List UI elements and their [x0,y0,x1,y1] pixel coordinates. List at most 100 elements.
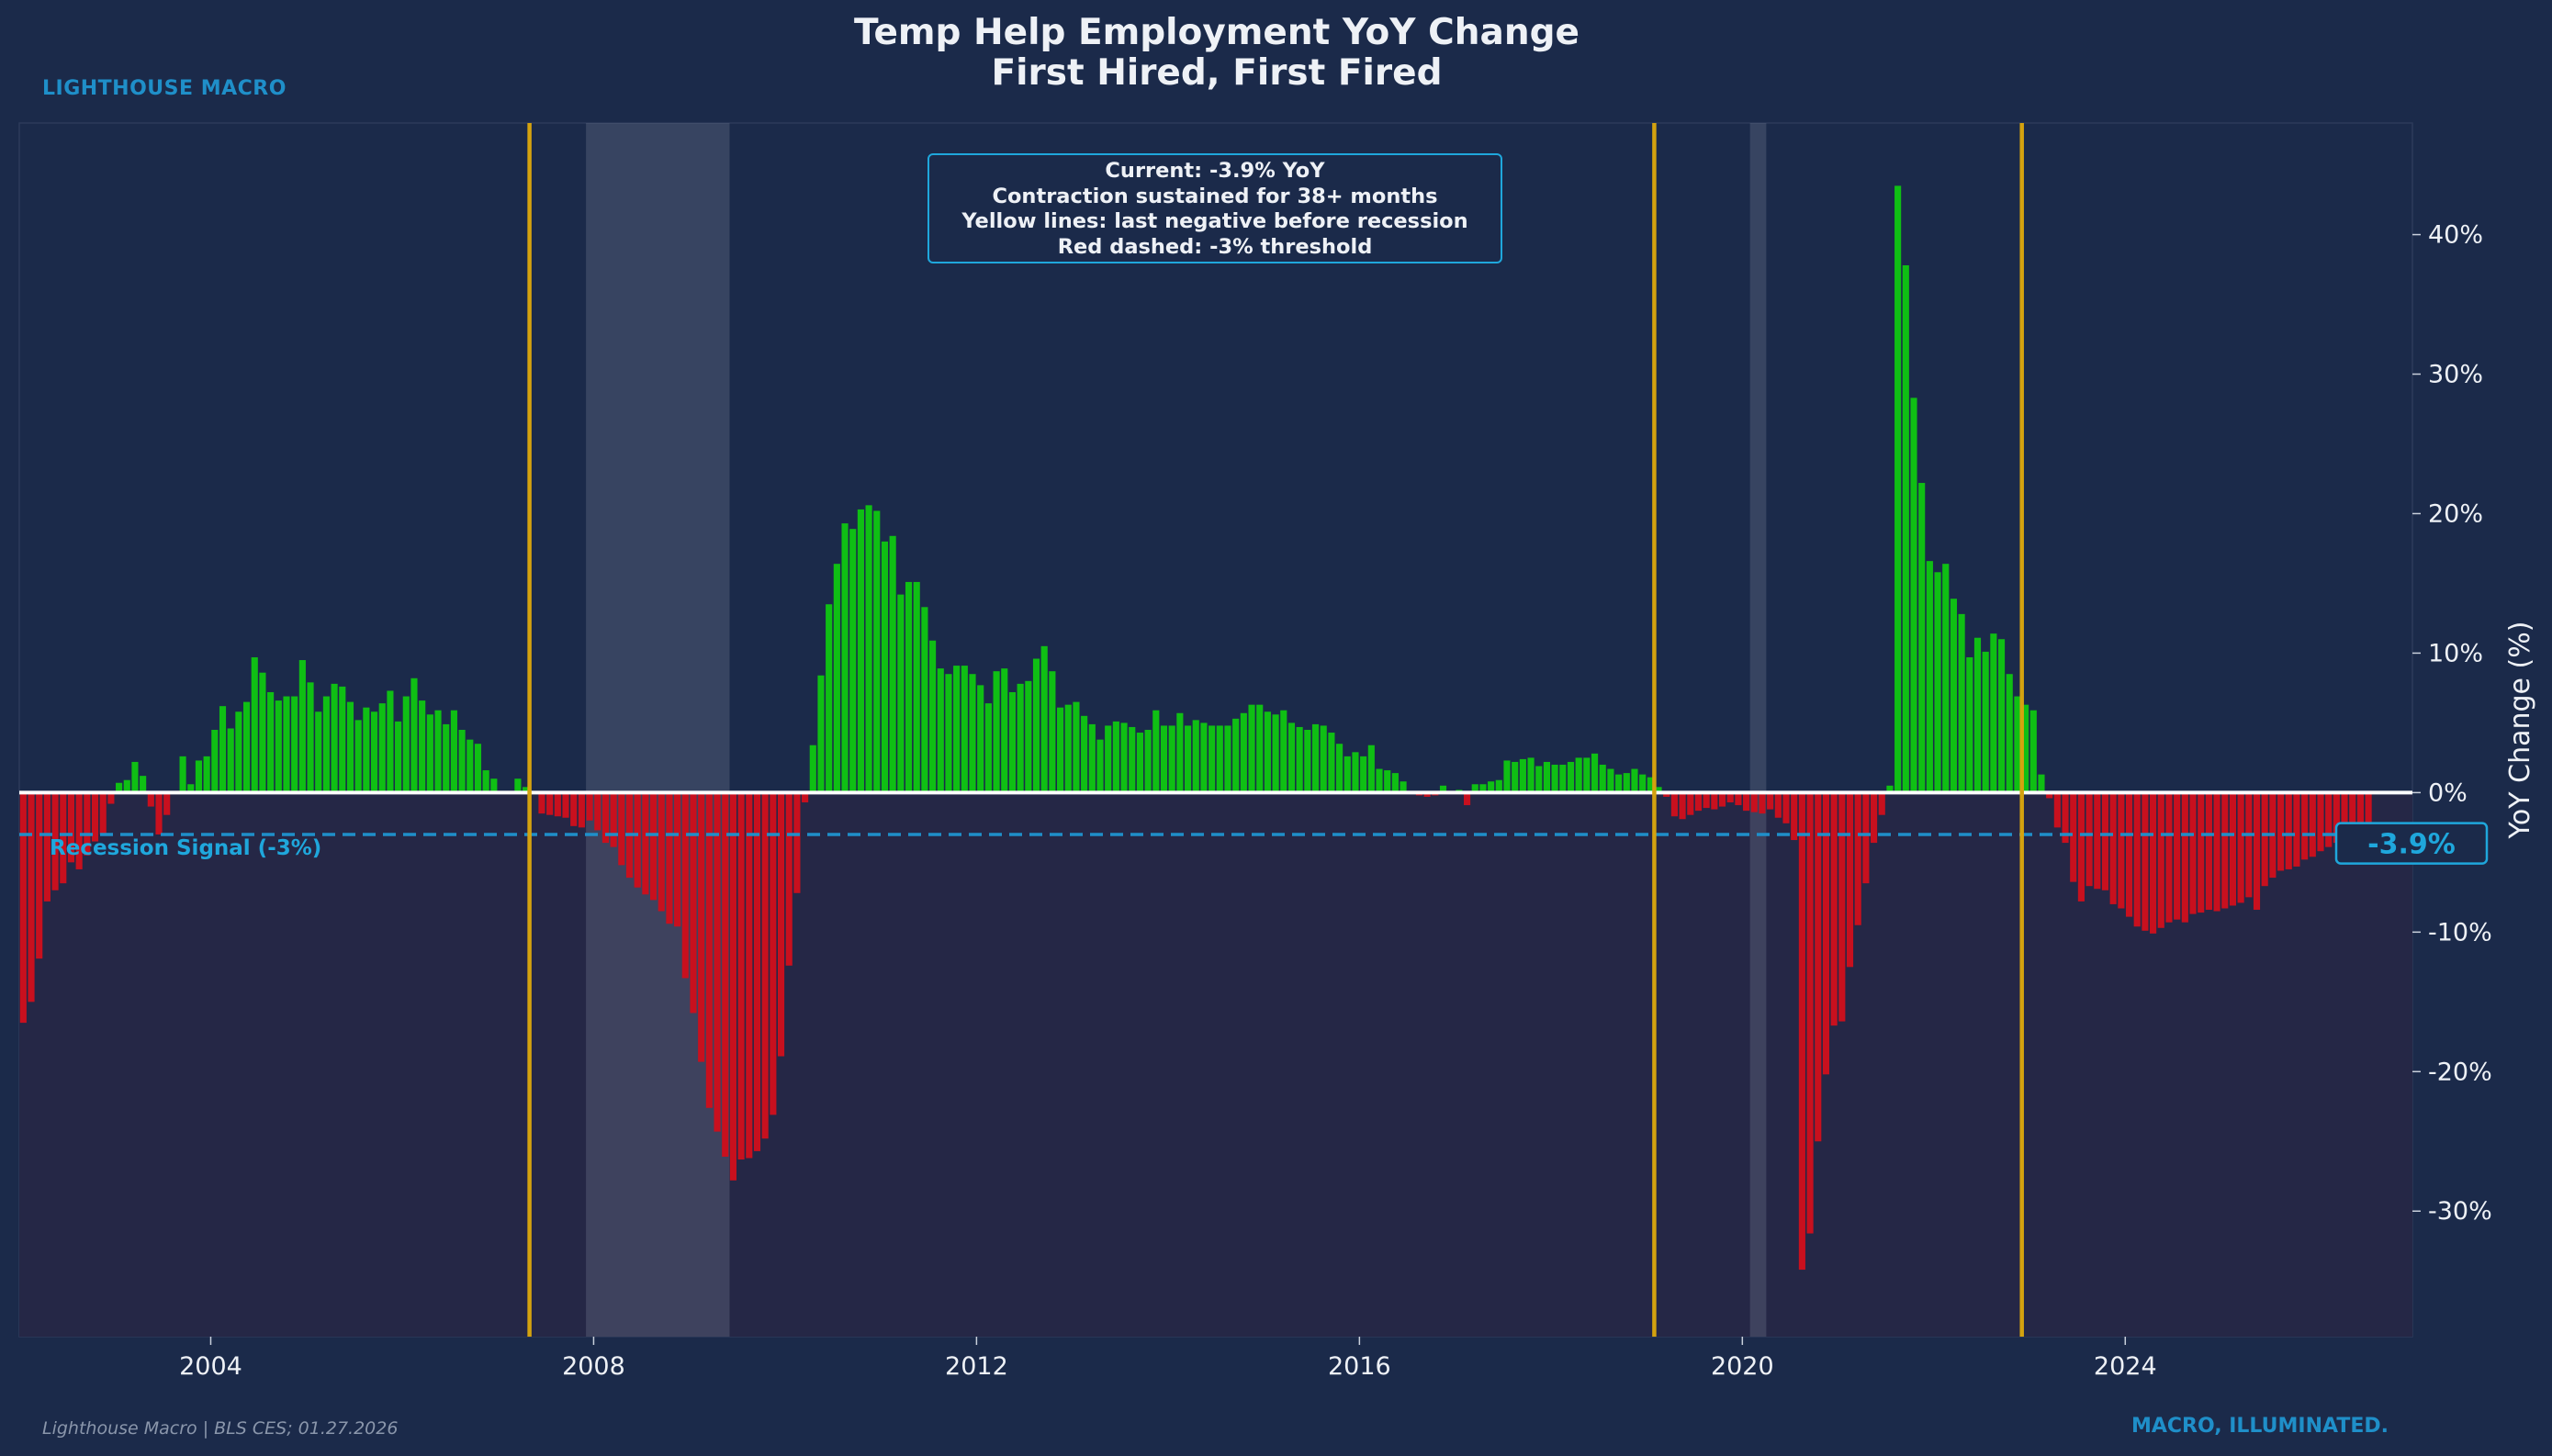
y-tick-label: -10% [2428,918,2492,946]
bar [474,744,482,793]
bar [1032,658,1040,793]
bar [91,792,99,842]
bar [2150,792,2157,934]
bar [546,792,554,815]
bar [1997,639,2006,793]
bar [586,792,593,821]
bar [1735,792,1742,806]
bar [2229,792,2237,906]
bar [2085,792,2093,887]
bar [99,792,107,834]
bar [1328,733,1335,793]
bar [1017,683,1024,793]
bar [307,682,314,793]
bar [921,607,928,793]
bar [1966,656,1973,793]
bar [1168,725,1175,793]
bar [2237,792,2244,903]
bar [1008,691,1017,793]
bar [993,671,1000,793]
bar [1129,726,1136,793]
bar [1942,564,1950,793]
bar [2293,792,2300,867]
bar [1240,712,1247,793]
bar [1910,398,1917,793]
bar [2285,792,2292,869]
bar [1894,185,1902,793]
bar [283,696,290,793]
bar [211,730,219,793]
bar [2109,792,2117,904]
bar [2014,696,2021,793]
bar [1663,792,1670,797]
bar [570,792,578,826]
annotation-line: Red dashed: -3% threshold [1057,234,1373,259]
bar [905,581,913,793]
bar [2325,792,2333,847]
bar [346,701,354,793]
bar [2365,792,2372,847]
bar [2317,792,2324,852]
bar [1376,768,1383,793]
bar [1950,599,1957,793]
bar [2277,792,2285,871]
bar [339,686,346,793]
bar [729,792,736,1181]
bar [984,703,992,793]
bar [1001,668,1008,793]
bar [1272,714,1279,793]
bar [793,792,801,893]
chart-title-line1: Temp Help Employment YoY Change [854,12,1580,53]
bar [809,745,816,793]
bar [402,696,410,793]
bar [554,792,561,817]
bar [1384,770,1391,793]
bar [817,675,825,793]
bar [450,710,457,793]
bar [889,535,896,793]
bar [1687,792,1694,815]
bar [60,792,67,884]
bar [1391,773,1399,793]
bar [1806,792,1814,1234]
bar [2341,792,2348,834]
bar [514,778,522,793]
bar [219,706,227,793]
bar [1088,723,1096,793]
bar [642,792,649,895]
bar [1694,792,1703,812]
bar [2198,792,2205,913]
tagline: MACRO, ILLUMINATED. [2130,1415,2389,1438]
bar [1599,764,1606,793]
bar [2245,792,2253,898]
bar [1838,792,1846,1022]
bar [1670,792,1678,817]
bar [179,756,186,793]
bar [1743,792,1750,812]
bar [1791,792,1798,841]
bar [722,792,729,1157]
bar [714,792,721,1132]
bar [1400,781,1407,793]
bar [1040,645,1048,793]
bar [777,792,785,1057]
bar [737,792,745,1160]
bar [419,700,426,793]
bar [865,505,872,793]
bar [1934,572,1941,793]
bar [698,792,705,1062]
bar [1296,726,1303,793]
bar [2101,792,2109,890]
bar [2261,792,2268,887]
bar [410,678,418,793]
x-tick-label: 2004 [179,1352,242,1381]
bar [674,792,681,927]
bar [1216,725,1223,793]
bar [666,792,673,924]
bar [1503,760,1511,793]
bar [131,761,139,793]
bar [1152,710,1160,793]
bar [490,778,498,793]
bar [578,792,585,828]
